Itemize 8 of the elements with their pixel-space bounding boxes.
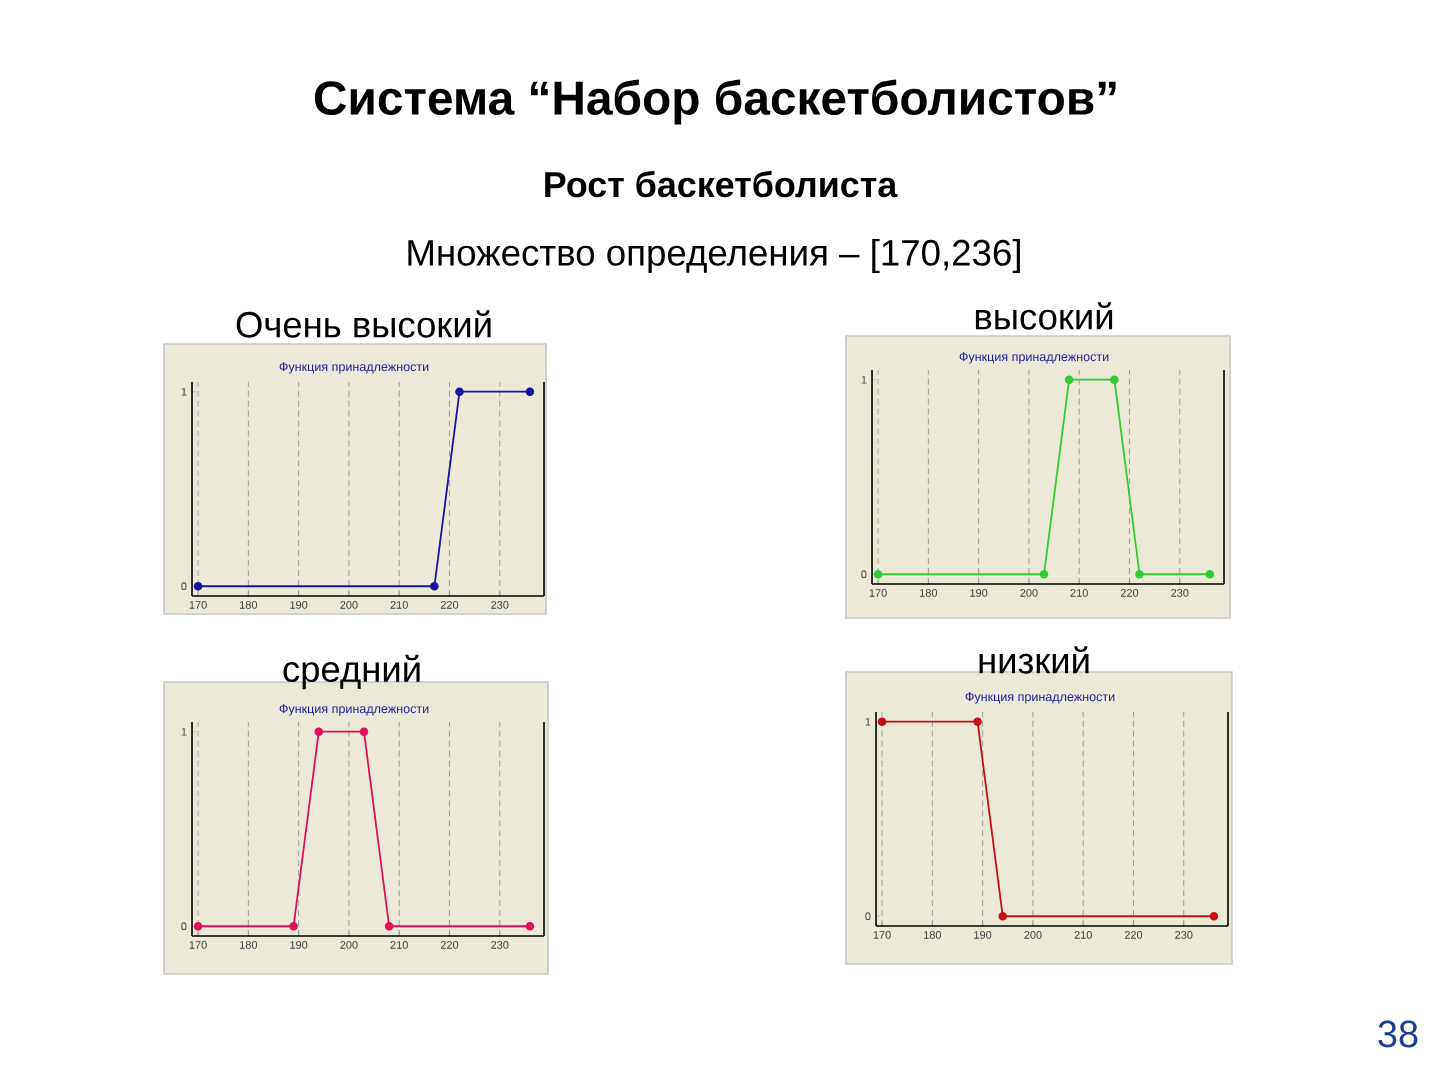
text: Рост баскетболиста: [545, 170, 898, 198]
chart-title: высокий: [975, 302, 1113, 330]
chart-title: низкий: [979, 646, 1089, 674]
text: 38: [1378, 1020, 1418, 1048]
chart-title: средний: [283, 654, 420, 690]
text: Множество определения – [170,236]: [408, 238, 1020, 274]
text: Система “Набор баскетболистов”: [314, 79, 1116, 125]
chart-title: Очень высокий: [236, 310, 491, 338]
